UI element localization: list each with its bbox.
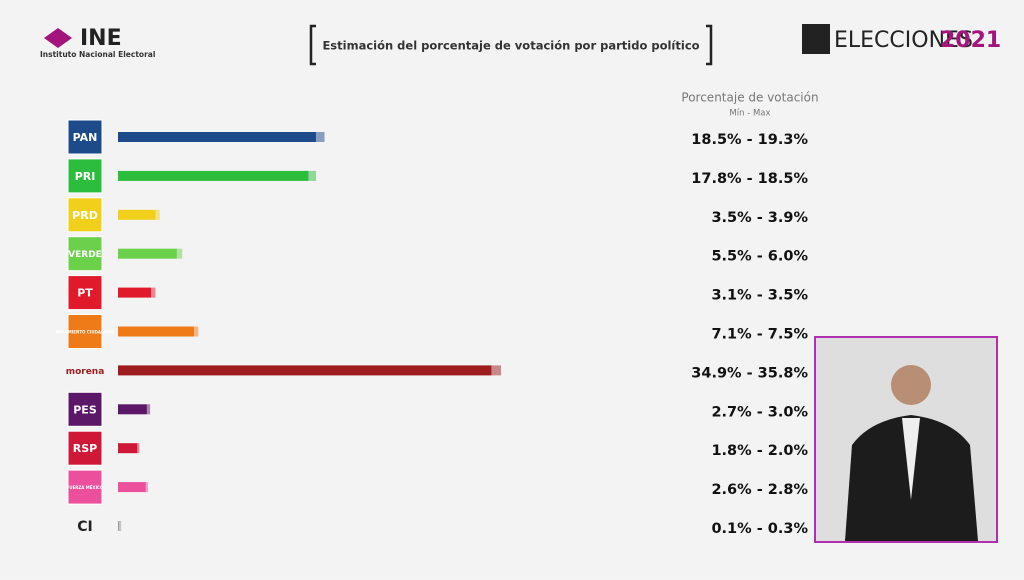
- party-name: CI: [77, 519, 92, 535]
- party-logo: [67, 391, 103, 427]
- bar-min: [118, 482, 146, 493]
- title-brackets: [309, 24, 713, 66]
- bar-min: [118, 170, 309, 181]
- party-logo: [67, 197, 103, 233]
- person-shirt: [902, 418, 920, 500]
- value-label: 3.5% - 3.9%: [711, 210, 808, 226]
- party-name: PRD: [72, 209, 98, 222]
- bar-max: [119, 521, 122, 531]
- party-name: MOVIMIENTO CIUDADANO: [56, 330, 115, 335]
- bar-max: [315, 132, 325, 142]
- bar-min: [118, 404, 147, 415]
- column-title: Porcentaje de votación: [681, 91, 818, 105]
- bar-max: [491, 365, 502, 376]
- bar-max: [155, 209, 160, 220]
- ine-logo: INE: [80, 26, 122, 51]
- ine-icon: [44, 28, 72, 48]
- party-name: PAN: [73, 131, 98, 144]
- value-label: 0.1% - 0.3%: [711, 521, 808, 537]
- bar-min: [118, 248, 177, 259]
- party-name: PES: [73, 403, 97, 416]
- bar-max: [308, 170, 316, 181]
- bar-min: [118, 287, 152, 298]
- party-logo: [67, 158, 103, 194]
- column-subtitle: Mín - Max: [729, 109, 770, 119]
- bar-max: [137, 443, 140, 454]
- value-label: 17.8% - 18.5%: [691, 171, 808, 187]
- value-label: 2.7% - 3.0%: [711, 404, 808, 420]
- party-logo: [67, 430, 103, 466]
- value-label: 18.5% - 19.3%: [691, 132, 808, 148]
- party-name: morena: [66, 367, 105, 377]
- ine-subtitle: Instituto Nacional Electoral: [40, 50, 155, 59]
- bar-min: [118, 443, 138, 454]
- party-name: PT: [77, 287, 93, 300]
- party-name: RSP: [73, 442, 97, 455]
- brand-icon: [802, 24, 830, 54]
- party-name: VERDE: [68, 250, 102, 260]
- party-logo: [67, 119, 103, 155]
- bar-min: [118, 209, 156, 220]
- person-head: [891, 365, 931, 405]
- value-label: 1.8% - 2.0%: [711, 443, 808, 459]
- bar-min: [118, 365, 492, 376]
- brand-year: 2021: [940, 28, 1001, 53]
- bar-min: [118, 132, 316, 142]
- party-logo: [67, 275, 103, 311]
- bar-max: [193, 326, 199, 337]
- value-label: 2.6% - 2.8%: [711, 482, 808, 498]
- bar-max: [146, 404, 151, 415]
- party-name: PRI: [75, 170, 96, 183]
- bar-min: [118, 521, 120, 531]
- party-name: FUERZA MÉXICO: [67, 485, 104, 490]
- party-logo: [67, 314, 103, 349]
- value-label: 5.5% - 6.0%: [711, 249, 808, 265]
- value-label: 3.1% - 3.5%: [711, 288, 808, 304]
- bar-max: [145, 482, 148, 493]
- bar-max: [151, 287, 156, 298]
- brand: ELECCIONES: [834, 28, 973, 53]
- party-logo: [67, 236, 103, 272]
- bar-max: [176, 248, 183, 259]
- bar-min: [118, 326, 194, 337]
- chart-title: Estimación del porcentaje de votación po…: [322, 39, 699, 53]
- value-label: 7.1% - 7.5%: [711, 327, 808, 343]
- value-label: 34.9% - 35.8%: [691, 365, 808, 381]
- party-logo: [67, 469, 103, 505]
